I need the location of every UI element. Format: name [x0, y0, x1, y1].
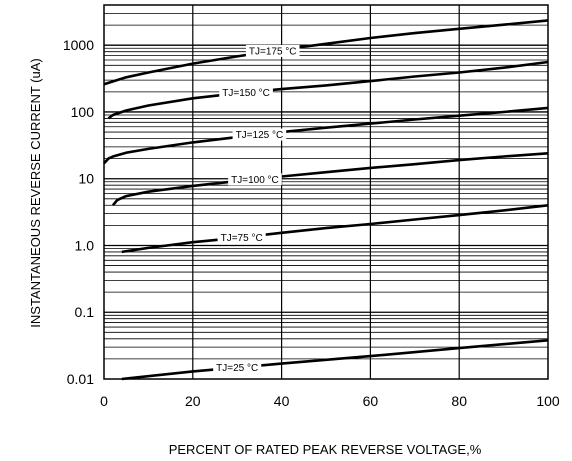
- series-label-background: [228, 173, 282, 186]
- curve-labels: TJ=175 °C TJ=150 °C TJ=125 °C TJ=100 °C TJ=7…: [213, 44, 300, 374]
- series-line: [103, 19, 549, 86]
- series-label-background: [213, 361, 262, 374]
- series-line: [103, 106, 549, 165]
- y-tick-label: 100: [71, 104, 95, 120]
- y-axis-title: INSTANTANEOUS REVERSE CURRENT (uA): [28, 58, 43, 327]
- y-tick-label: 0.1: [75, 304, 95, 320]
- series-label-background: [232, 128, 287, 141]
- curves: [103, 19, 549, 381]
- series-label: TJ=75 °C: [221, 233, 263, 244]
- y-tick-label: 10: [78, 171, 94, 187]
- x-tick-label: 0: [100, 393, 108, 409]
- x-tick-label: 80: [451, 393, 467, 409]
- x-tick-label: 40: [274, 393, 290, 409]
- x-axis-title: PERCENT OF RATED PEAK REVERSE VOLTAGE,%: [169, 442, 482, 457]
- series-line: [107, 60, 549, 120]
- x-tick-label: 20: [185, 393, 201, 409]
- series-label-background: [219, 86, 273, 99]
- series-label: TJ=150 °C: [222, 88, 270, 99]
- series-label: TJ=100 °C: [231, 175, 279, 186]
- series-line: [121, 204, 549, 254]
- series-label: TJ=175 °C: [249, 46, 297, 57]
- tick-labels: 0 20 40 60 80 100 0.01 0.1 1.0 10 100 1000: [63, 37, 560, 409]
- y-tick-label: 1.0: [75, 237, 95, 253]
- grid: [104, 5, 548, 379]
- series-label-background: [245, 44, 300, 57]
- series-label: TJ=125 °C: [236, 130, 284, 141]
- y-tick-label: 1000: [63, 37, 94, 53]
- series-label: TJ=25 °C: [216, 363, 258, 374]
- x-tick-label: 60: [363, 393, 379, 409]
- plot-frame: [103, 4, 549, 380]
- series-label-background: [217, 231, 266, 244]
- x-tick-label: 100: [536, 393, 560, 409]
- y-tick-label: 0.01: [67, 371, 94, 387]
- series-line: [121, 339, 549, 381]
